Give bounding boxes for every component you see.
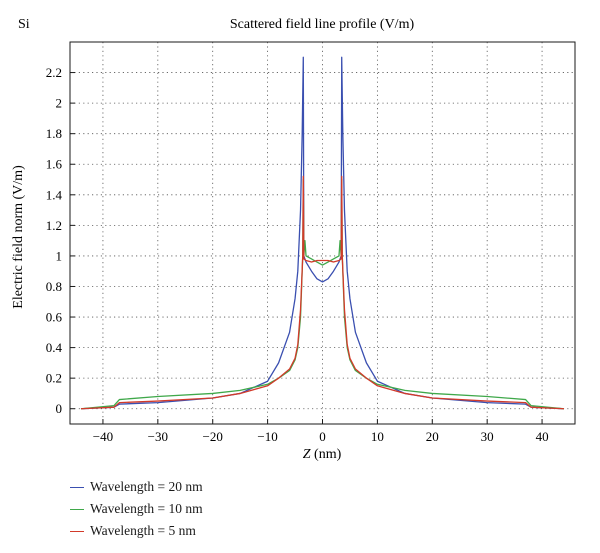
series-line-2 bbox=[80, 178, 565, 410]
line-chart: Si Scattered field line profile (V/m) −4… bbox=[11, 17, 576, 462]
legend-label: Wavelength = 5 nm bbox=[90, 523, 196, 538]
x-axis-label: Z (nm) bbox=[303, 447, 342, 462]
y-tick-label: 0.2 bbox=[46, 371, 62, 386]
series-line-3 bbox=[80, 175, 565, 410]
y-tick-label: 1.6 bbox=[46, 157, 63, 172]
legend-swatch bbox=[70, 530, 84, 532]
grid bbox=[70, 42, 575, 424]
x-tick-label: −20 bbox=[203, 429, 223, 444]
y-tick-label: 1 bbox=[56, 248, 63, 263]
legend-item: Wavelength = 10 nm bbox=[70, 498, 203, 520]
legend-item: Wavelength = 5 nm bbox=[70, 520, 203, 542]
axis-ticks: −40 −30 −20 −10 0 10 20 30 40 0 0.2 0.4 0.6 0.8 1 1.2 1.… bbox=[46, 65, 549, 444]
legend-label: Wavelength = 20 nm bbox=[90, 479, 203, 494]
y-tick-label: 1.8 bbox=[46, 126, 62, 141]
legend-swatch bbox=[70, 508, 84, 510]
y-tick-label: 2 bbox=[56, 96, 63, 111]
y-tick-label: 1.4 bbox=[46, 187, 63, 202]
chart-title: Scattered field line profile (V/m) bbox=[230, 17, 415, 32]
legend-item: Wavelength = 20 nm bbox=[70, 476, 203, 498]
y-tick-label: 0.6 bbox=[46, 310, 63, 325]
y-tick-label: 0.4 bbox=[46, 340, 63, 355]
series-line-1 bbox=[80, 56, 565, 410]
x-tick-label: 40 bbox=[536, 429, 549, 444]
panel-label: Si bbox=[18, 17, 30, 32]
x-tick-label: −40 bbox=[93, 429, 113, 444]
legend-swatch bbox=[70, 486, 84, 488]
y-tick-label: 1.2 bbox=[46, 218, 62, 233]
x-tick-label: 30 bbox=[481, 429, 494, 444]
x-tick-label: 10 bbox=[371, 429, 384, 444]
x-tick-label: −30 bbox=[148, 429, 168, 444]
x-tick-label: 20 bbox=[426, 429, 439, 444]
x-tick-label: −10 bbox=[257, 429, 277, 444]
series-lines bbox=[80, 56, 565, 410]
x-tick-label: 0 bbox=[319, 429, 326, 444]
legend-label: Wavelength = 10 nm bbox=[90, 501, 203, 516]
y-tick-label: 2.2 bbox=[46, 65, 62, 80]
y-tick-label: 0.8 bbox=[46, 279, 62, 294]
legend: Wavelength = 20 nm Wavelength = 10 nm Wa… bbox=[70, 476, 203, 542]
y-tick-label: 0 bbox=[56, 401, 63, 416]
y-axis-label: Electric field norm (V/m) bbox=[11, 165, 26, 309]
